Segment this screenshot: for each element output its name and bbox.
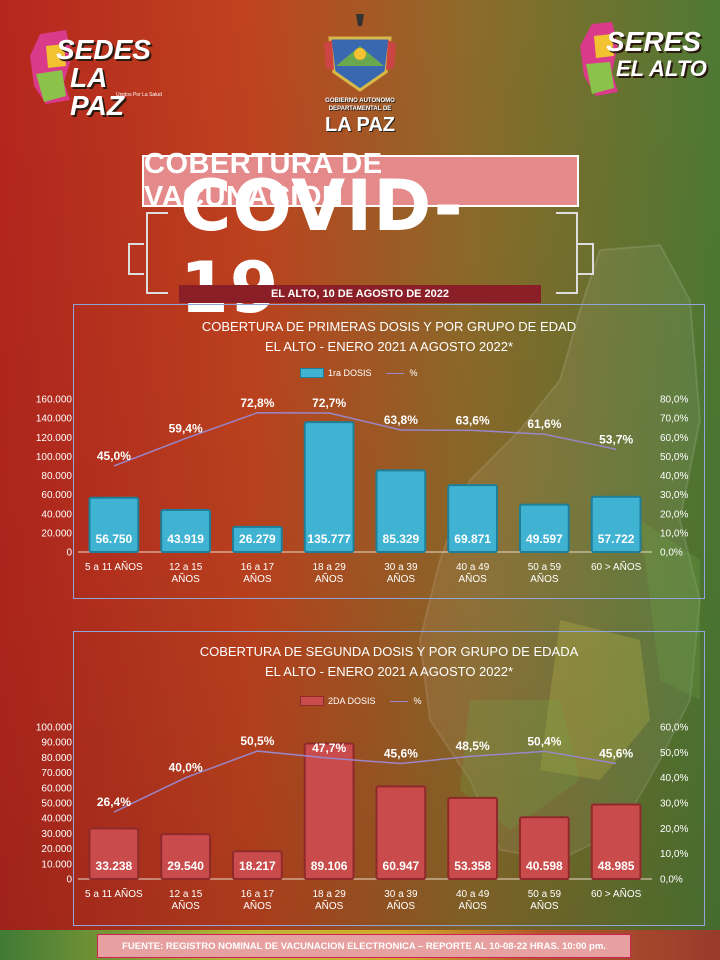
chart2-legend-swatch (300, 696, 324, 706)
date-label: EL ALTO, 10 DE AGOSTO DE 2022 (179, 285, 541, 303)
frame-left-outer (146, 212, 168, 294)
sedes-logo: SEDES LA PAZ Unidos Por La Salud (26, 26, 166, 120)
seres-logo: SERES EL ALTO (572, 18, 712, 98)
chart2-subtitle: EL ALTO - ENERO 2021 A AGOSTO 2022* (264, 664, 514, 679)
chart2-legend-line (389, 700, 408, 702)
chart1-legend-swatch (300, 368, 324, 378)
frame-left (128, 243, 144, 275)
gobernacion-line3: LA PAZ (325, 114, 395, 136)
seres-logo-line2: EL ALTO (616, 56, 707, 81)
covid-title: COVID-19 (180, 165, 540, 329)
gobernacion-line2: DEPARTAMENTAL DE (328, 106, 392, 112)
frame-right-outer (556, 212, 578, 294)
coat-of-arms-icon (324, 14, 396, 92)
footer-source: FUENTE: REGISTRO NOMINAL DE VACUNACION E… (97, 934, 631, 958)
chart1-legend-line-label: % (409, 368, 418, 378)
chart2-legend-bar-label: 2DA DOSIS (328, 696, 376, 706)
chart-panel-first-dose: COBERTURA DE PRIMERAS DOSIS Y POR GRUPO … (73, 304, 705, 599)
chart2-title: COBERTURA DE SEGUNDA DOSIS Y POR GRUPO D… (199, 644, 579, 659)
frame-right (578, 243, 594, 275)
chart-panel-second-dose: COBERTURA DE SEGUNDA DOSIS Y POR GRUPO D… (73, 631, 705, 926)
page-title: COBERTURA DE VACUNACION (142, 148, 579, 213)
sedes-logo-tagline: Unidos Por La Salud (116, 92, 162, 98)
sedes-map-icon (30, 30, 72, 104)
chart1-title: COBERTURA DE PRIMERAS DOSIS Y POR GRUPO … (201, 319, 577, 334)
chart2-legend-line-label: % (413, 696, 422, 706)
sedes-logo-line2: LA PAZ (70, 62, 124, 121)
chart1-legend-line (385, 372, 404, 374)
seres-logo-line1: SERES (606, 26, 701, 57)
chart1-legend-bar-label: 1ra DOSIS (328, 368, 372, 378)
gobernacion-logo: GOBIERNO AUTONOMO DEPARTAMENTAL DE LA PA… (320, 10, 400, 140)
gobernacion-line1: GOBIERNO AUTONOMO (325, 98, 395, 104)
seres-map-icon (580, 22, 618, 96)
chart1-subtitle: EL ALTO - ENERO 2021 A AGOSTO 2022* (264, 339, 514, 354)
sedes-logo-line1: SEDES (56, 34, 151, 65)
chart1-legend: 1ra DOSIS % (300, 368, 418, 378)
chart2-legend: 2DA DOSIS % (300, 696, 422, 706)
